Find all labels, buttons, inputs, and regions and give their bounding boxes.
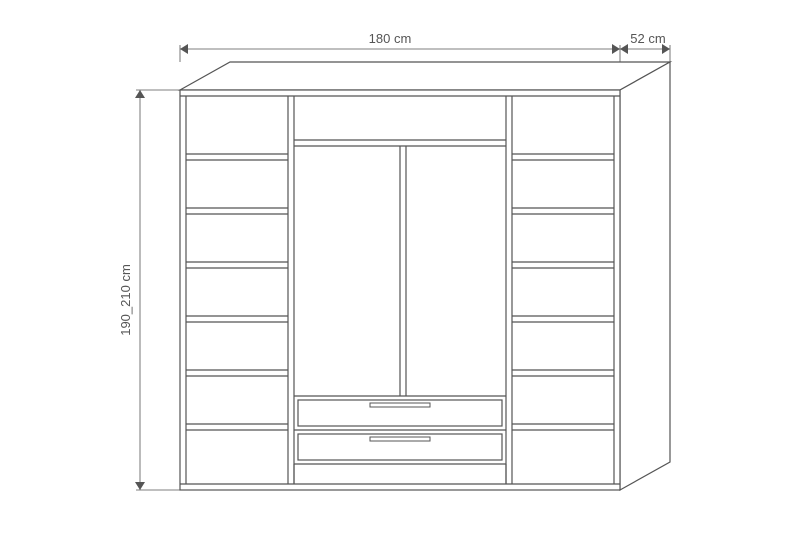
width-label: 180 cm	[369, 31, 412, 46]
depth-label: 52 cm	[630, 31, 665, 46]
diagram-canvas: 180 cm 52 cm 190_210 cm	[0, 0, 800, 533]
height-label: 190_210 cm	[118, 264, 133, 336]
wardrobe-svg: 180 cm 52 cm 190_210 cm	[0, 0, 800, 533]
